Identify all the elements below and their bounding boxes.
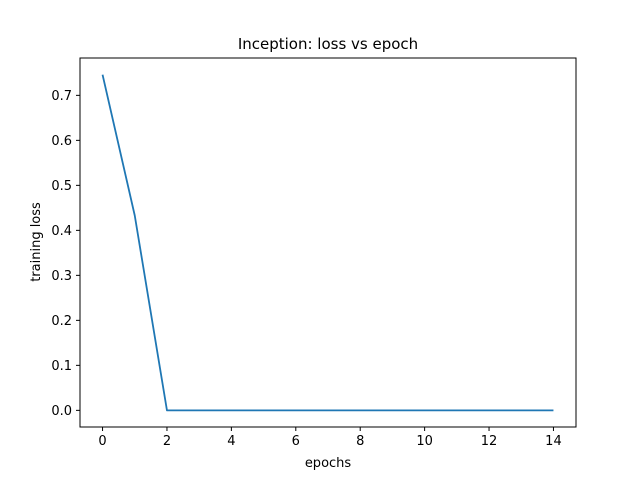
y-tick-label: 0.2 xyxy=(51,314,72,329)
plot-area-frame xyxy=(79,57,577,428)
x-tick-label: 12 xyxy=(481,434,498,449)
y-tick-label: 0.5 xyxy=(51,179,72,194)
y-tick-label: 0.3 xyxy=(51,269,72,284)
x-tick-label: 6 xyxy=(292,434,300,449)
chart-title: Inception: loss vs epoch xyxy=(238,35,418,53)
y-tick-label: 0.1 xyxy=(51,359,72,374)
y-tick-label: 0.7 xyxy=(51,89,72,104)
x-tick-label: 14 xyxy=(545,434,562,449)
x-tick-label: 8 xyxy=(356,434,364,449)
x-tick-label: 2 xyxy=(163,434,171,449)
y-axis: 0.0 0.1 0.2 0.3 0.4 0.5 0.6 0.7 xyxy=(51,89,80,419)
x-tick-label: 4 xyxy=(227,434,235,449)
y-tick-label: 0.0 xyxy=(51,404,72,419)
series-line-0 xyxy=(101,74,554,412)
x-axis: 0 2 4 6 8 10 12 14 xyxy=(98,427,562,449)
y-tick-label: 0.4 xyxy=(51,224,72,239)
series-layer xyxy=(101,74,554,412)
y-axis-label: training loss xyxy=(29,202,44,282)
x-axis-label: epochs xyxy=(305,456,352,471)
x-tick-label: 10 xyxy=(416,434,433,449)
x-tick-label: 0 xyxy=(98,434,106,449)
y-tick-label: 0.6 xyxy=(51,134,72,149)
